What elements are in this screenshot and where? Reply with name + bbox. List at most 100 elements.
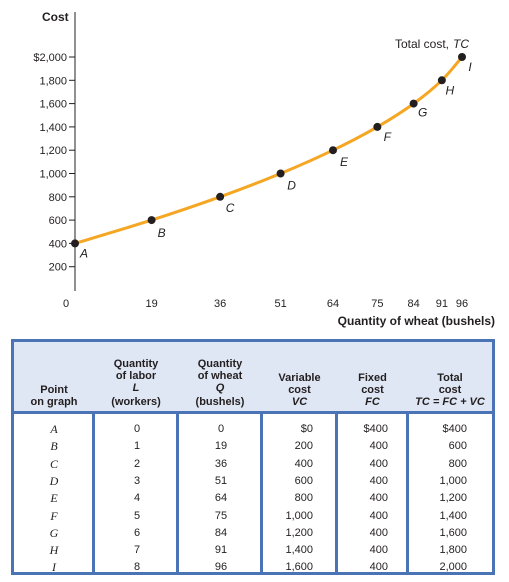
table-cell: 400 xyxy=(369,561,388,574)
x-tick-label: 0 xyxy=(63,298,69,310)
y-tick-label: 1,800 xyxy=(39,75,67,87)
header-col-0: Point on graph xyxy=(14,348,94,408)
point-label-e: E xyxy=(340,155,349,169)
x-tick-label: 51 xyxy=(274,298,286,310)
y-tick-label: 200 xyxy=(49,262,67,274)
point-label-f: F xyxy=(384,130,392,144)
table-cell: 400 xyxy=(369,526,388,539)
point-label-g: G xyxy=(418,106,427,120)
table-cell: 1,400 xyxy=(285,544,313,557)
table-column-2: 0 19 36 51 64 75 84 91 96 xyxy=(176,414,263,574)
table-cell: 0 xyxy=(133,423,141,435)
table-cell: G xyxy=(49,525,59,540)
table-cell: F xyxy=(50,508,58,523)
header-symbol: L xyxy=(132,382,140,394)
table-cell: 2 xyxy=(133,457,141,470)
table-cell: 1,600 xyxy=(285,561,313,574)
table-cell: C xyxy=(49,456,58,471)
table-cell: 75 xyxy=(214,509,228,522)
data-point-g xyxy=(409,99,418,108)
header-text: cost xyxy=(438,384,462,396)
data-point-d xyxy=(276,169,285,178)
table-cell: 600 xyxy=(294,474,313,487)
x-tick-label: 91 xyxy=(436,298,448,310)
table-cell: 1,600 xyxy=(439,526,467,539)
table-cell: 96 xyxy=(214,561,228,574)
table-cell: 5 xyxy=(133,509,141,522)
header-col-3: Variable cost VC xyxy=(262,348,337,408)
table-cell: 84 xyxy=(214,526,228,539)
y-tick-label: 600 xyxy=(49,215,67,227)
header-col-2: Quantity of wheat Q (bushels) xyxy=(178,348,262,408)
x-tick-label: 19 xyxy=(145,298,157,310)
table-cell: 4 xyxy=(133,492,141,505)
table-cell: 400 xyxy=(294,457,313,470)
header-symbol: Q xyxy=(215,382,225,394)
x-tick-label: 64 xyxy=(327,298,339,310)
table-cell: 1,400 xyxy=(439,509,467,522)
table-cell: I xyxy=(52,560,56,575)
x-tick-label: 96 xyxy=(456,298,468,310)
total-cost-curve xyxy=(74,56,464,245)
table-cell: $400 xyxy=(442,423,467,435)
table-column-1: 0 1 2 3 4 5 6 7 8 xyxy=(92,414,179,573)
table-cell: 1,000 xyxy=(285,509,313,522)
table-cell: 400 xyxy=(369,440,388,453)
point-label-c: C xyxy=(226,201,235,215)
x-tick-label: 75 xyxy=(371,298,383,310)
table-cell: 3 xyxy=(133,474,141,487)
data-point-b xyxy=(147,216,156,225)
table-cell: B xyxy=(50,439,58,454)
table-cell: 400 xyxy=(369,474,388,487)
table-cell: 400 xyxy=(369,509,388,522)
table-cell: 1,200 xyxy=(285,526,313,539)
header-symbol: FC xyxy=(365,396,380,408)
header-text: Fixed xyxy=(358,372,387,384)
header-text: Point xyxy=(40,384,68,396)
y-tick-label: $2,000 xyxy=(33,52,67,64)
point-label-b: B xyxy=(158,226,166,240)
header-symbol: TC = FC + VC xyxy=(415,396,485,408)
data-point-c xyxy=(216,192,225,201)
table-cell: 1 xyxy=(133,440,141,453)
total-cost-chart: Cost 200 400 600 800 1,000 1,200 1,400 1,600 1,8… xyxy=(33,10,495,328)
x-tick-label: 36 xyxy=(214,298,226,310)
data-point-i xyxy=(458,53,466,61)
y-tick-label: 800 xyxy=(49,192,67,204)
table-header: Point on graph Quantity of labor L (workers) Q… xyxy=(14,342,492,414)
table-cell: 19 xyxy=(214,440,228,453)
point-label-d: D xyxy=(287,179,296,193)
x-tick-label: 84 xyxy=(408,298,420,310)
table-cell: 51 xyxy=(214,474,228,487)
y-tick-label: 1,400 xyxy=(39,122,67,134)
point-label-a: A xyxy=(79,246,88,260)
header-col-1: Quantity of labor L (workers) xyxy=(94,348,178,408)
data-point-e xyxy=(329,146,337,155)
table-cell: 0 xyxy=(217,423,225,435)
table-cell: 91 xyxy=(214,544,228,557)
table-cell: D xyxy=(49,473,59,488)
table-cell: 1,800 xyxy=(439,544,467,557)
table-cell: 1,000 xyxy=(439,474,467,487)
table-cell: 36 xyxy=(214,457,228,470)
header-unit: (bushels) xyxy=(195,396,245,408)
table-cell: 400 xyxy=(369,492,388,505)
header-col-4: Fixed cost FC xyxy=(337,348,408,408)
header-col-5: Total cost TC = FC + VC xyxy=(408,348,492,408)
data-point-f xyxy=(373,122,382,131)
cost-table: Point on graph Quantity of labor L (workers) Q… xyxy=(11,339,495,575)
header-text: Quantity xyxy=(113,358,159,370)
header-symbol: VC xyxy=(291,396,308,408)
data-point-a xyxy=(71,239,79,248)
table-column-4: $400 400 400 400 400 400 400 400 400 xyxy=(335,414,409,574)
table-column-5: $400 600 800 1,000 1,200 1,400 1,600 1,800 2,000 xyxy=(406,414,493,574)
table-cell: 2,000 xyxy=(439,561,467,574)
header-text: Total xyxy=(437,372,463,384)
table-cell: E xyxy=(50,491,58,506)
table-cell: 7 xyxy=(133,544,141,557)
header-text: on graph xyxy=(30,396,78,408)
header-text: cost xyxy=(288,384,311,396)
point-label-i: I xyxy=(468,60,472,74)
data-point-h xyxy=(437,76,446,85)
header-text: of labor xyxy=(115,370,157,382)
